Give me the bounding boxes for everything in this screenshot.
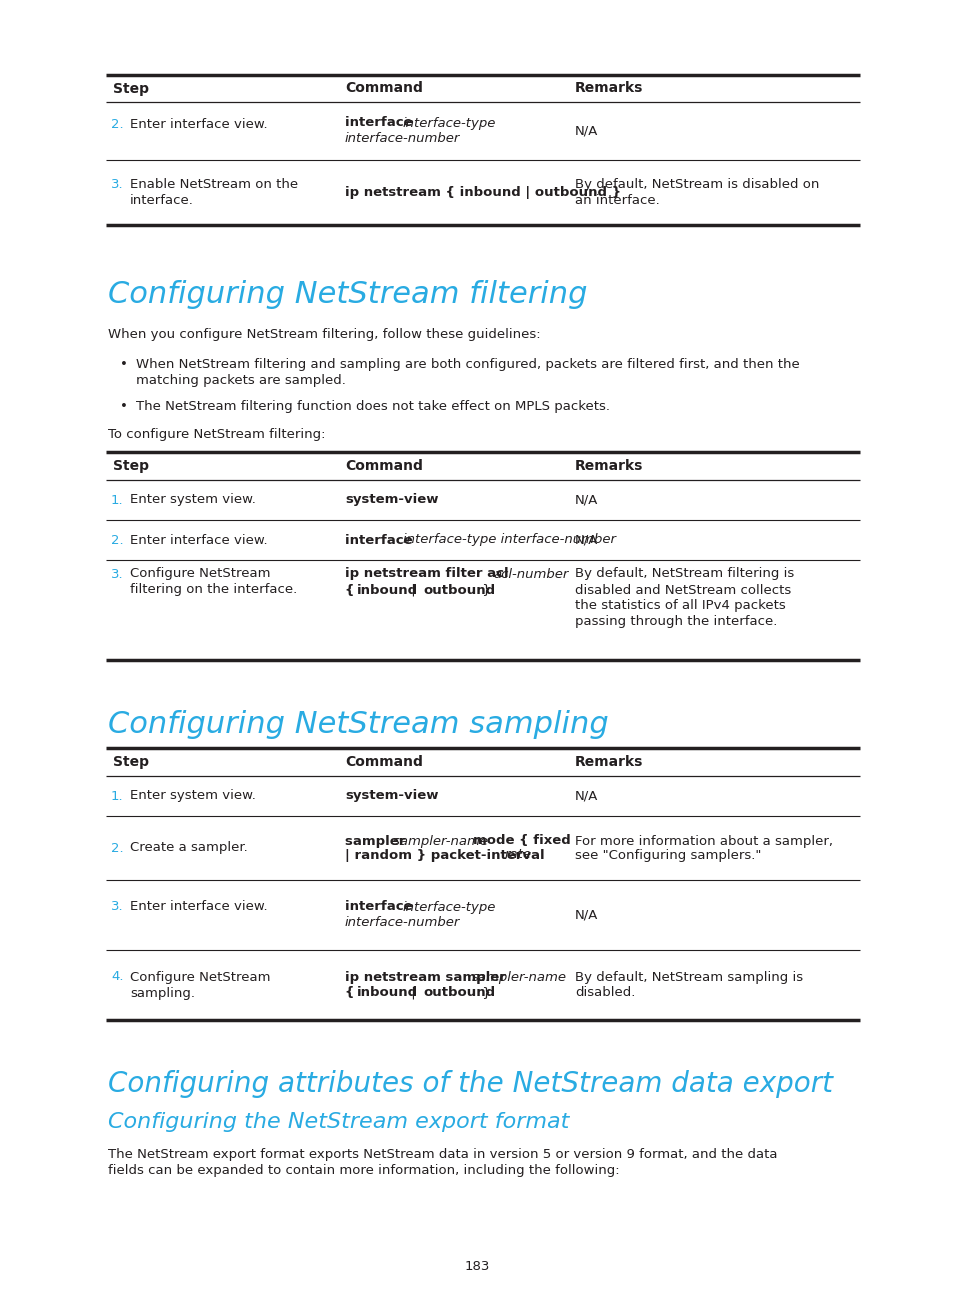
Text: Enter interface view.: Enter interface view. <box>130 534 268 547</box>
Text: outbound: outbound <box>422 986 495 999</box>
Text: | random } packet-interval: | random } packet-interval <box>345 849 549 862</box>
Text: ip netstream sampler: ip netstream sampler <box>345 971 510 984</box>
Text: When NetStream filtering and sampling are both configured, packets are filtered : When NetStream filtering and sampling ar… <box>136 358 799 371</box>
Text: Command: Command <box>345 459 422 473</box>
Text: Configuring NetStream sampling: Configuring NetStream sampling <box>108 710 608 739</box>
Text: }: } <box>477 583 490 596</box>
Text: Step: Step <box>112 459 149 473</box>
Text: 2.: 2. <box>111 534 124 547</box>
Text: N/A: N/A <box>575 534 598 547</box>
Text: The NetStream filtering function does not take effect on MPLS packets.: The NetStream filtering function does no… <box>136 400 609 413</box>
Text: |: | <box>407 986 419 999</box>
Text: {: { <box>345 986 358 999</box>
Text: 3.: 3. <box>111 901 124 914</box>
Text: interface: interface <box>345 117 416 130</box>
Text: an interface.: an interface. <box>575 194 659 207</box>
Text: Remarks: Remarks <box>575 82 642 96</box>
Text: Command: Command <box>345 756 422 769</box>
Text: matching packets are sampled.: matching packets are sampled. <box>136 375 346 388</box>
Text: disabled and NetStream collects: disabled and NetStream collects <box>575 583 790 596</box>
Text: interface.: interface. <box>130 194 193 207</box>
Text: ip netstream { inbound | outbound }: ip netstream { inbound | outbound } <box>345 187 620 200</box>
Text: Enable NetStream on the: Enable NetStream on the <box>130 178 297 191</box>
Text: 1.: 1. <box>111 789 124 802</box>
Text: Step: Step <box>112 756 149 769</box>
Text: sampler-name: sampler-name <box>393 835 492 848</box>
Text: interface-number: interface-number <box>345 132 460 145</box>
Text: 3.: 3. <box>111 568 124 581</box>
Text: Create a sampler.: Create a sampler. <box>130 841 248 854</box>
Text: Configuring NetStream filtering: Configuring NetStream filtering <box>108 280 587 308</box>
Text: system-view: system-view <box>345 789 438 802</box>
Text: For more information about a sampler,: For more information about a sampler, <box>575 835 832 848</box>
Text: interface-type: interface-type <box>402 117 496 130</box>
Text: Remarks: Remarks <box>575 459 642 473</box>
Text: {: { <box>345 583 358 596</box>
Text: inbound: inbound <box>356 583 417 596</box>
Text: 2.: 2. <box>111 841 124 854</box>
Text: When you configure NetStream filtering, follow these guidelines:: When you configure NetStream filtering, … <box>108 328 540 341</box>
Text: N/A: N/A <box>575 124 598 137</box>
Text: sampling.: sampling. <box>130 986 194 999</box>
Text: filtering on the interface.: filtering on the interface. <box>130 583 297 596</box>
Text: disabled.: disabled. <box>575 986 635 999</box>
Text: rate: rate <box>504 849 532 862</box>
Text: acl-number: acl-number <box>493 568 568 581</box>
Text: 2.: 2. <box>111 118 124 131</box>
Text: interface-type: interface-type <box>402 901 496 914</box>
Text: the statistics of all IPv4 packets: the statistics of all IPv4 packets <box>575 600 785 613</box>
Text: N/A: N/A <box>575 908 598 921</box>
Text: N/A: N/A <box>575 789 598 802</box>
Text: By default, NetStream filtering is: By default, NetStream filtering is <box>575 568 794 581</box>
Text: inbound: inbound <box>356 986 417 999</box>
Text: Enter system view.: Enter system view. <box>130 494 255 507</box>
Text: 1.: 1. <box>111 494 124 507</box>
Text: interface: interface <box>345 901 416 914</box>
Text: N/A: N/A <box>575 494 598 507</box>
Text: The NetStream export format exports NetStream data in version 5 or version 9 for: The NetStream export format exports NetS… <box>108 1148 777 1161</box>
Text: |: | <box>407 583 419 596</box>
Text: Remarks: Remarks <box>575 756 642 769</box>
Text: 3.: 3. <box>111 178 124 191</box>
Text: By default, NetStream is disabled on: By default, NetStream is disabled on <box>575 178 819 191</box>
Text: sampler: sampler <box>345 835 410 848</box>
Text: To configure NetStream filtering:: To configure NetStream filtering: <box>108 428 325 441</box>
Text: outbound: outbound <box>422 583 495 596</box>
Text: Enter interface view.: Enter interface view. <box>130 901 268 914</box>
Text: passing through the interface.: passing through the interface. <box>575 616 777 629</box>
Text: interface-number: interface-number <box>345 916 460 929</box>
Text: see "Configuring samplers.": see "Configuring samplers." <box>575 849 760 862</box>
Text: interface-type interface-number: interface-type interface-number <box>402 534 616 547</box>
Text: Configuring attributes of the NetStream data export: Configuring attributes of the NetStream … <box>108 1070 832 1098</box>
Text: Step: Step <box>112 82 149 96</box>
Text: •: • <box>120 358 128 371</box>
Text: ip netstream filter acl: ip netstream filter acl <box>345 568 513 581</box>
Text: 183: 183 <box>464 1260 489 1273</box>
Text: interface: interface <box>345 534 416 547</box>
Text: Enter interface view.: Enter interface view. <box>130 118 268 131</box>
Text: Configuring the NetStream export format: Configuring the NetStream export format <box>108 1112 569 1131</box>
Text: Configure NetStream: Configure NetStream <box>130 568 271 581</box>
Text: By default, NetStream sampling is: By default, NetStream sampling is <box>575 971 802 984</box>
Text: }: } <box>477 986 490 999</box>
Text: Configure NetStream: Configure NetStream <box>130 971 271 984</box>
Text: 4.: 4. <box>111 971 123 984</box>
Text: system-view: system-view <box>345 494 438 507</box>
Text: fields can be expanded to contain more information, including the following:: fields can be expanded to contain more i… <box>108 1164 619 1177</box>
Text: Command: Command <box>345 82 422 96</box>
Text: sampler-name: sampler-name <box>472 971 566 984</box>
Text: •: • <box>120 400 128 413</box>
Text: mode { fixed: mode { fixed <box>473 835 570 848</box>
Text: Enter system view.: Enter system view. <box>130 789 255 802</box>
